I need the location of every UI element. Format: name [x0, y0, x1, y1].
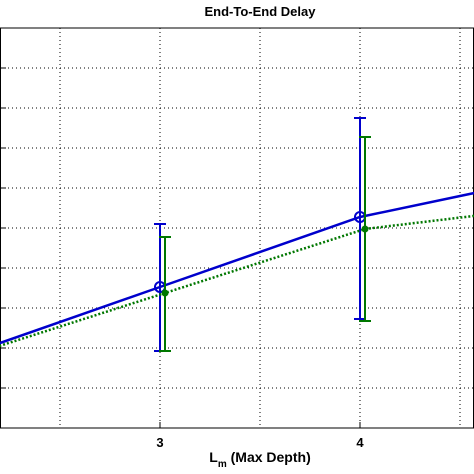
- marker: [361, 225, 369, 233]
- series-line: [0, 214, 474, 348]
- series-line: [0, 191, 474, 345]
- x-tick-label: 4: [356, 435, 364, 450]
- chart-title: End-To-End Delay: [205, 4, 317, 19]
- x-axis-label: Lm (Max Depth): [209, 449, 310, 470]
- marker: [161, 289, 169, 297]
- x-label-rest: (Max Depth): [227, 449, 311, 465]
- plot-content: [0, 117, 474, 352]
- x-tick-label: 3: [156, 435, 163, 450]
- x-label-main: L: [209, 449, 218, 465]
- x-label-sub: m: [218, 459, 227, 470]
- plot-area: [0, 27, 474, 429]
